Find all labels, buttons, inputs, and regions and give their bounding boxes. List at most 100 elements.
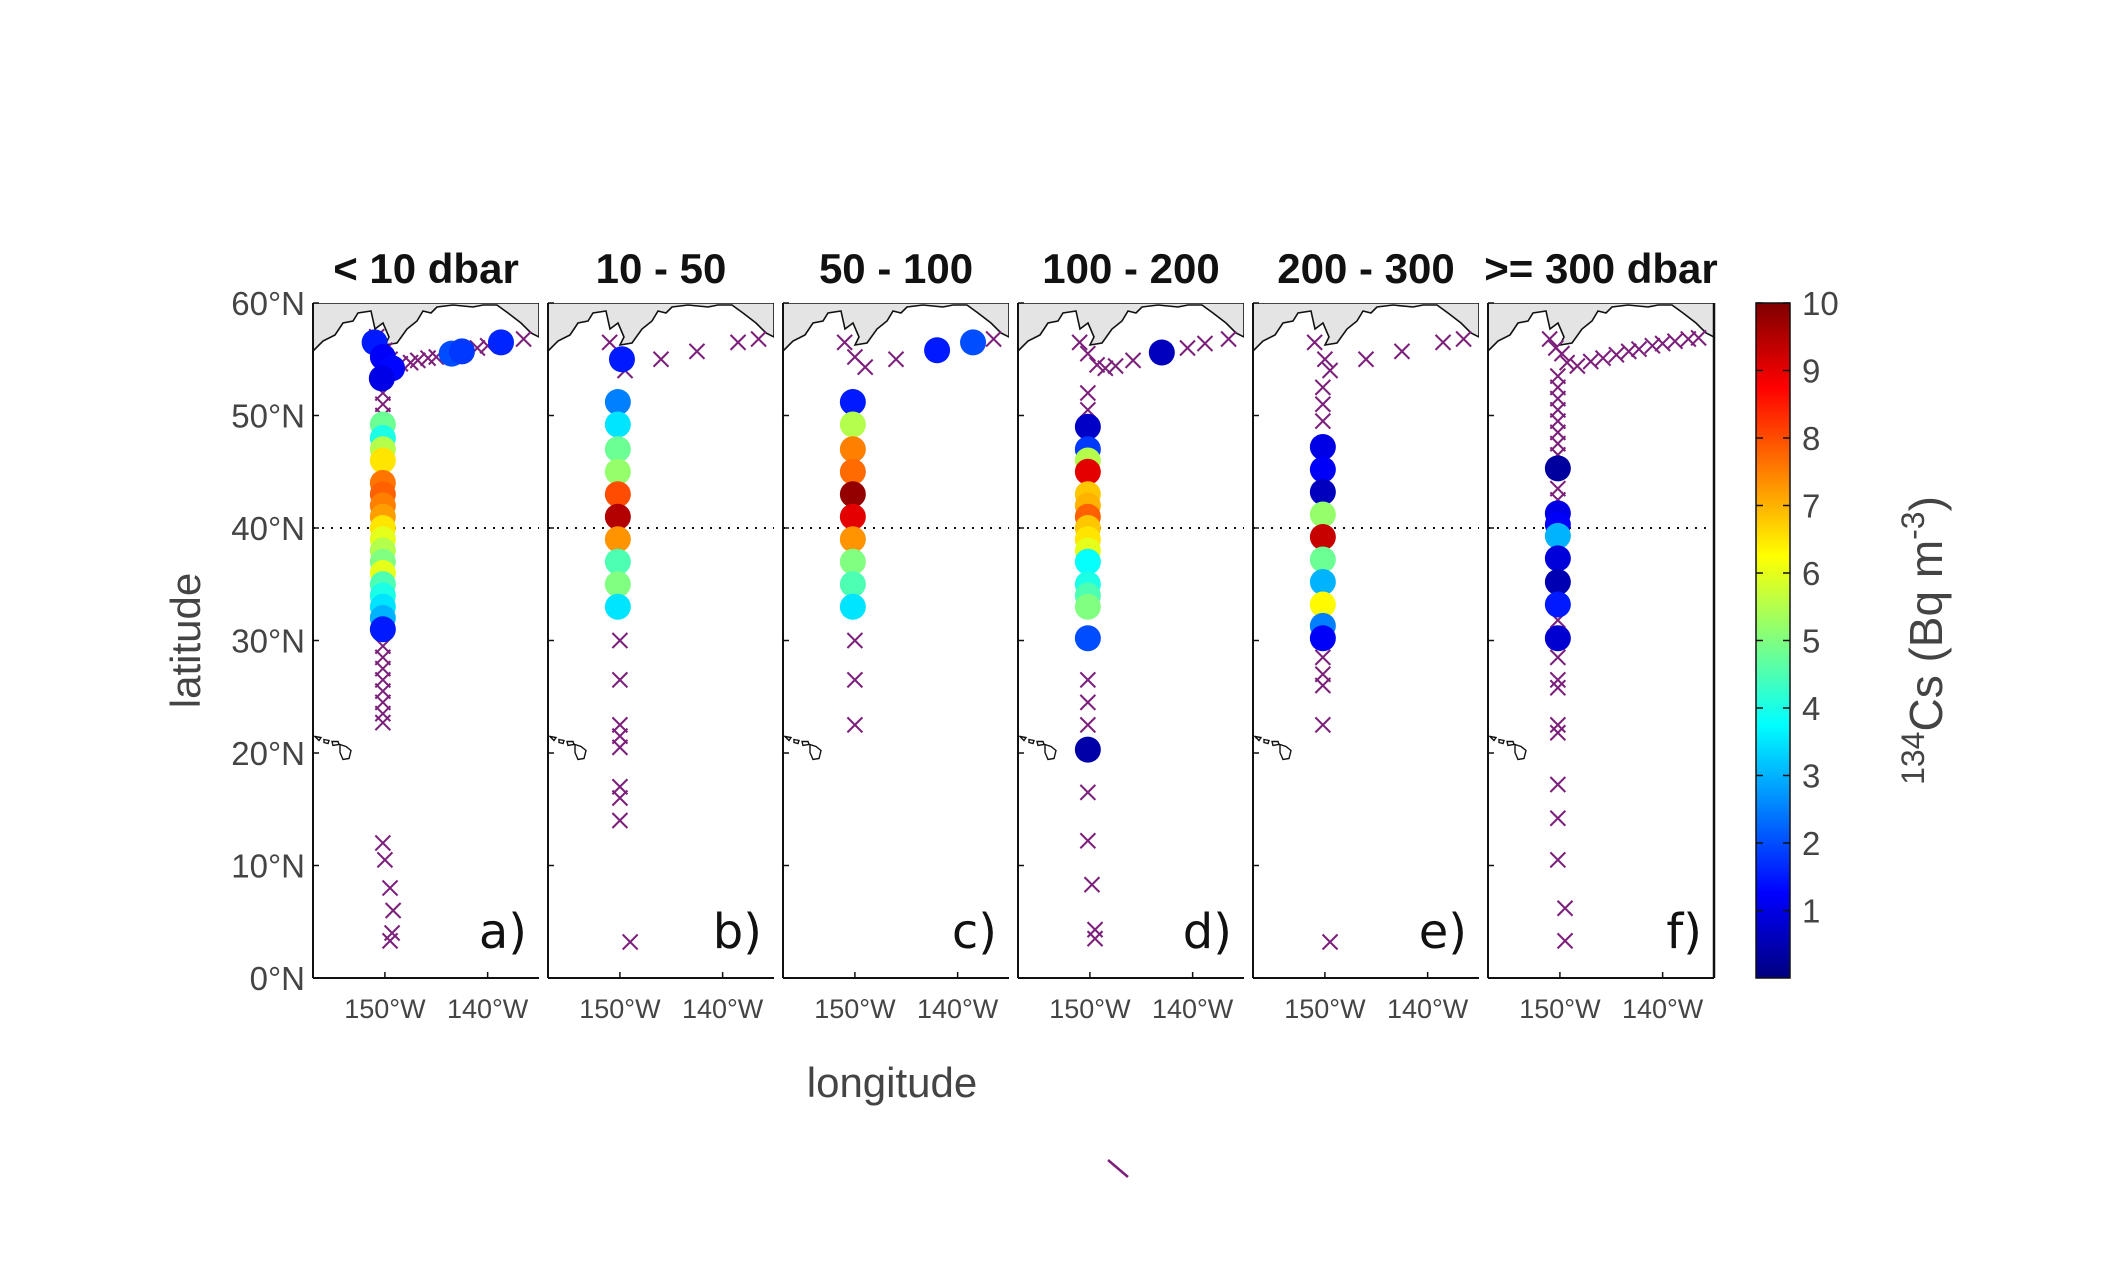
- panel-2: 150°W 140°W 10 - 50 b): [547, 245, 774, 1024]
- sample-point: [839, 458, 866, 485]
- x-tick-label: 150°W: [1519, 994, 1601, 1024]
- colorbar-tick-label: 1: [1802, 893, 1820, 930]
- colorbar-label-close: ): [1900, 496, 1952, 511]
- panel-letter: e): [1419, 904, 1467, 960]
- no-detection-marker: [1549, 810, 1567, 827]
- alaska-land: [1253, 303, 1479, 353]
- no-detection-marker: [1086, 921, 1104, 938]
- no-detection-marker: [621, 933, 639, 951]
- sample-point: [1309, 501, 1336, 528]
- sample-point: [1544, 455, 1571, 482]
- sample-point: [604, 436, 631, 463]
- no-detection-marker: [381, 932, 399, 950]
- no-detection-marker: [1086, 930, 1104, 947]
- sample-point: [839, 526, 866, 553]
- x-tick-label: 150°W: [1284, 994, 1366, 1024]
- sample-point: [839, 389, 866, 415]
- no-detection-marker: [1553, 345, 1571, 362]
- colorbar-tick-label: 9: [1802, 353, 1820, 390]
- no-detection-marker: [1314, 379, 1332, 396]
- sample-point: [604, 526, 631, 553]
- x-tick-label: 150°W: [344, 994, 426, 1024]
- no-detection-marker: [1079, 716, 1097, 734]
- sample-point: [1309, 524, 1336, 550]
- no-detection-marker: [1594, 349, 1612, 367]
- panels: 150°W 140°W < 10 dbar a) 150°W 140°W 10 - 50 b)…: [312, 245, 1718, 1024]
- sample-point: [369, 616, 396, 643]
- panel-title: 100 - 200: [1042, 245, 1219, 292]
- no-detection-marker: [611, 632, 629, 649]
- panel-title: 50 - 100: [819, 245, 973, 292]
- sample-point: [604, 571, 631, 598]
- panel-title: < 10 dbar: [333, 245, 519, 292]
- panel-5: 150°W 140°W 200 - 300 e): [1252, 245, 1479, 1024]
- no-detection-marker: [1314, 716, 1332, 734]
- no-detection-marker: [1556, 932, 1574, 950]
- no-detection-marker: [1549, 776, 1567, 793]
- colorbar-label-base: Cs (Bq m: [1900, 540, 1952, 732]
- sample-point: [369, 447, 396, 474]
- panel-title: 200 - 300: [1277, 245, 1454, 292]
- no-detection-marker: [1314, 677, 1332, 694]
- no-detection-marker: [374, 714, 392, 731]
- no-detection-marker: [1088, 356, 1106, 374]
- sample-point: [608, 346, 635, 373]
- no-detection-marker: [611, 671, 629, 689]
- sample-point: [1544, 625, 1571, 652]
- no-detection-marker: [1558, 354, 1576, 371]
- sample-point: [1074, 458, 1101, 485]
- no-detection-marker: [1079, 832, 1097, 849]
- x-tick-label: 150°W: [814, 994, 896, 1024]
- y-tick-label: 60°N: [231, 285, 305, 322]
- sample-point: [839, 411, 866, 438]
- no-detection-marker: [1220, 330, 1237, 348]
- x-tick-label: 140°W: [682, 994, 764, 1024]
- sample-point: [839, 593, 866, 620]
- sample-point: [1074, 413, 1101, 440]
- colorbar-tick-label: 2: [1802, 825, 1820, 862]
- stray-mark: [1107, 1159, 1129, 1178]
- no-detection-marker: [1321, 933, 1339, 951]
- no-detection-marker: [1079, 694, 1097, 711]
- sample-point: [839, 481, 866, 508]
- no-detection-marker: [1666, 333, 1684, 350]
- alaska-land: [313, 303, 539, 353]
- sample-point: [604, 411, 631, 438]
- no-detection-marker: [601, 334, 618, 351]
- hawaii-islands: [782, 735, 822, 761]
- sample-point: [960, 329, 987, 356]
- sample-point: [1148, 339, 1175, 366]
- sample-point: [839, 436, 866, 463]
- no-detection-marker: [652, 351, 670, 368]
- sample-point: [448, 338, 475, 365]
- y-tick-label: 30°N: [231, 623, 305, 660]
- colorbar-tick-label: 7: [1802, 488, 1820, 525]
- alaska-land: [783, 303, 1009, 353]
- sample-point: [604, 503, 631, 530]
- no-detection-marker: [1314, 396, 1332, 413]
- y-tick-label: 50°N: [231, 398, 305, 435]
- sample-point: [1309, 456, 1336, 483]
- no-detection-marker: [1097, 360, 1114, 377]
- sample-point: [1074, 736, 1101, 763]
- panel-3: 150°W 140°W 50 - 100 c): [782, 245, 1009, 1024]
- alaska-land: [1488, 303, 1714, 353]
- no-detection-marker: [1549, 679, 1567, 696]
- no-detection-marker: [729, 334, 747, 351]
- no-detection-marker: [1549, 716, 1567, 734]
- x-tick-label: 150°W: [1049, 994, 1131, 1024]
- no-detection-marker: [1306, 334, 1323, 351]
- sample-point: [604, 458, 631, 485]
- panel-letter: b): [713, 904, 762, 960]
- x-tick-label: 140°W: [1387, 994, 1469, 1024]
- sample-point: [604, 481, 631, 508]
- alaska-land: [1018, 303, 1244, 353]
- sample-point: [1544, 591, 1571, 618]
- no-detection-marker: [1079, 784, 1097, 801]
- no-detection-marker: [1196, 335, 1214, 352]
- no-detection-marker: [846, 632, 864, 649]
- sample-point: [1074, 548, 1101, 575]
- no-detection-marker: [1455, 330, 1472, 348]
- sample-point: [368, 365, 395, 392]
